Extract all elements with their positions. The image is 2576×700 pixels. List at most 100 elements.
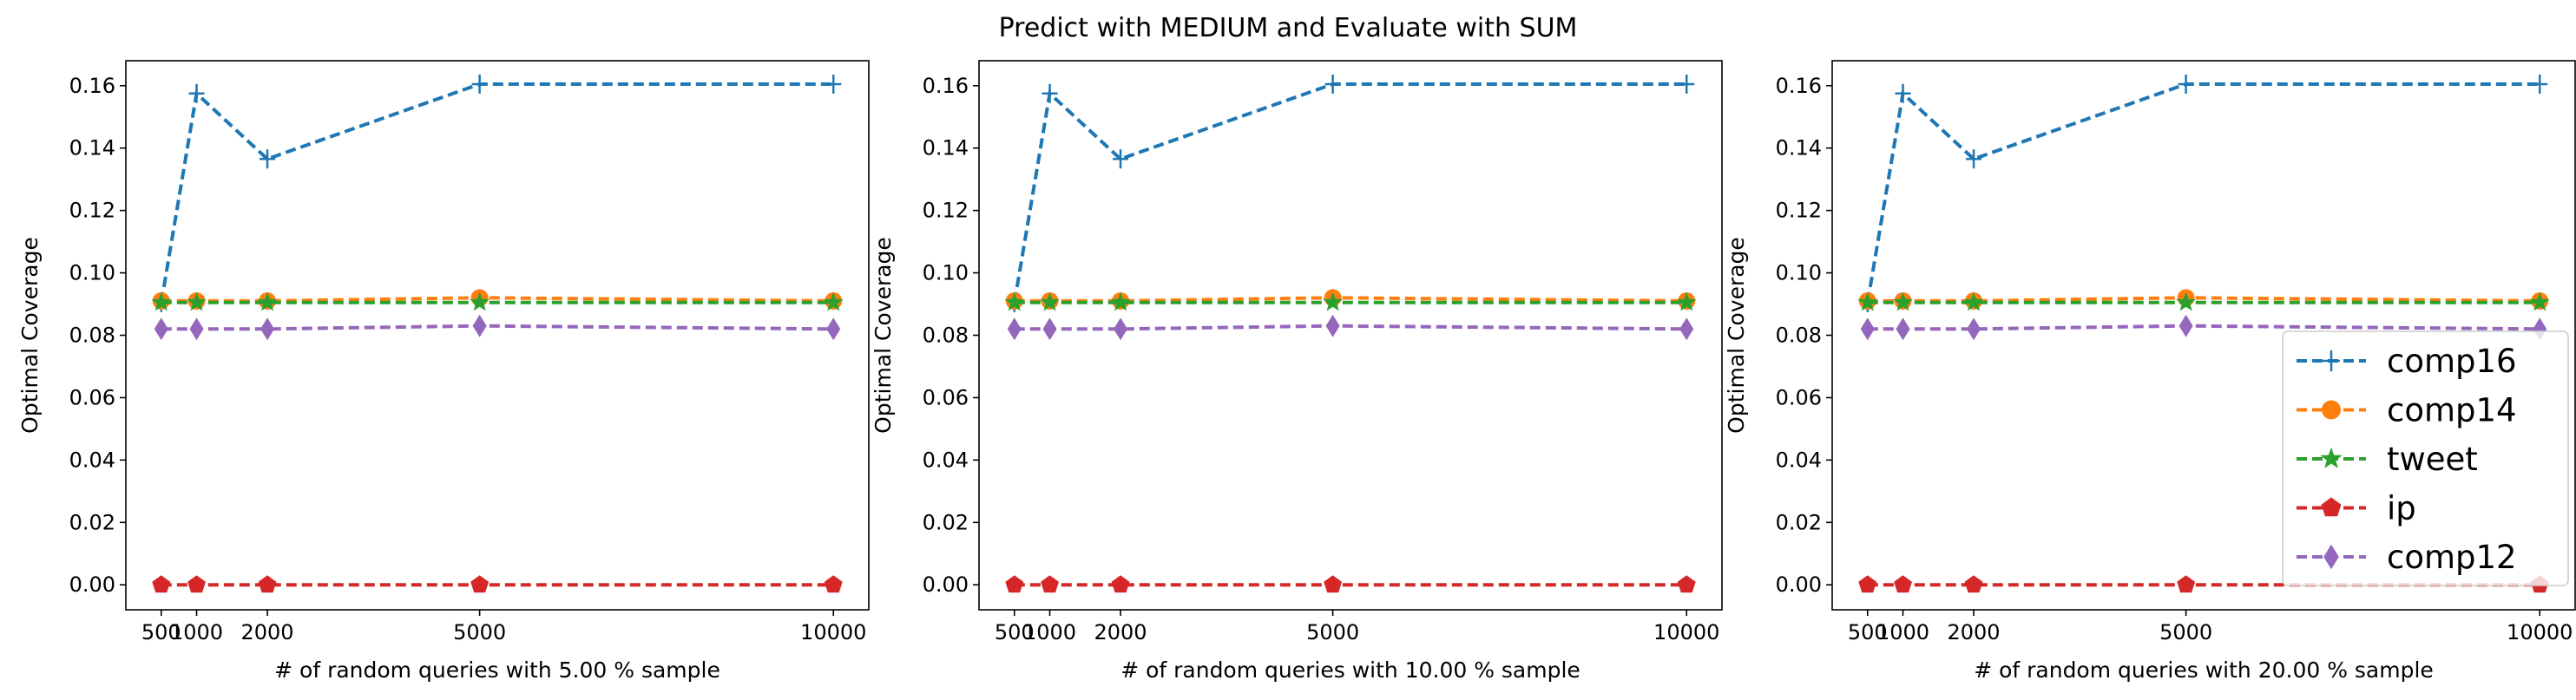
y-tick-label: 0.04 <box>1776 448 1822 472</box>
data-point-tweet <box>151 291 172 311</box>
y-tick-label: 0.08 <box>923 324 969 348</box>
data-point-comp12 <box>1860 317 1875 341</box>
x-tick-label: 1000 <box>170 620 223 644</box>
data-point-comp16 <box>1895 83 1911 103</box>
y-tick-label: 0.16 <box>923 74 969 98</box>
data-point-tweet <box>1004 291 1025 311</box>
legend-label: tweet <box>2387 441 2478 478</box>
data-point-tweet <box>187 291 207 311</box>
plot-frame <box>978 60 1723 611</box>
data-point-comp12 <box>1679 317 1694 341</box>
x-tick-label: 5000 <box>1306 620 1359 644</box>
y-axis-label: Optimal Coverage <box>1724 237 1749 434</box>
data-point-ip <box>258 575 277 593</box>
data-point-tweet <box>470 291 490 311</box>
series-line-comp16 <box>159 82 834 304</box>
data-point-ip <box>824 575 843 593</box>
series-ip <box>1005 575 1696 593</box>
legend-item-comp14: comp14 <box>2297 392 2517 429</box>
data-point-comp12 <box>2178 314 2193 337</box>
series-line-comp12 <box>161 324 834 331</box>
data-point-ip <box>1894 575 1912 593</box>
legend-box <box>2282 330 2569 586</box>
data-point-comp12 <box>1114 317 1128 341</box>
series-tweet <box>151 291 844 311</box>
data-point-comp12 <box>826 317 841 341</box>
data-point-ip <box>152 575 171 593</box>
legend-item-tweet: tweet <box>2297 441 2478 478</box>
series-comp12 <box>154 314 841 341</box>
x-tick-label: 2000 <box>241 620 294 644</box>
data-point-comp16 <box>1679 74 1695 94</box>
y-tick-label: 0.00 <box>923 572 969 597</box>
x-tick-label: 10000 <box>1653 620 1719 644</box>
data-point-ip <box>2177 575 2196 593</box>
x-axis-label: # of random queries with 5.00 % sample <box>274 657 720 683</box>
data-point-comp16 <box>260 149 276 169</box>
x-axis-label: # of random queries with 10.00 % sample <box>1120 657 1580 683</box>
series-tweet <box>1004 291 1697 311</box>
data-point-comp12 <box>1007 317 1022 341</box>
y-tick-label: 0.14 <box>1776 136 1822 160</box>
legend-item-comp12: comp12 <box>2297 539 2517 576</box>
data-point-tweet <box>2529 291 2550 311</box>
series-line-comp16 <box>1865 82 2540 304</box>
x-tick-label: 10000 <box>2507 620 2573 644</box>
data-point-comp16 <box>1966 149 1982 169</box>
x-tick-label: 500 <box>995 620 1035 644</box>
data-point-ip <box>1111 575 1130 593</box>
data-point-comp12 <box>1967 317 1981 341</box>
data-point-tweet <box>1676 291 1697 311</box>
data-point-tweet <box>1040 291 1060 311</box>
series-comp16 <box>1859 74 2548 312</box>
y-tick-label: 0.02 <box>1776 510 1822 534</box>
legend-label: ip <box>2387 490 2416 527</box>
x-tick-label: 5000 <box>2159 620 2212 644</box>
data-point-tweet <box>257 291 278 311</box>
series-line-comp12 <box>1014 324 1687 331</box>
legend-item-comp16: comp16 <box>2297 343 2517 380</box>
plot-frame <box>1831 60 2576 611</box>
data-point-comp16 <box>2178 74 2194 94</box>
y-tick-label: 0.10 <box>1776 261 1822 285</box>
data-point-tweet <box>1323 291 1343 311</box>
legend-marker <box>2320 447 2343 468</box>
y-tick-label: 0.16 <box>69 74 115 98</box>
x-tick-label: 5000 <box>453 620 506 644</box>
legend-marker <box>2323 350 2340 372</box>
data-point-ip <box>1005 575 1024 593</box>
y-axis-label: Optimal Coverage <box>871 237 896 434</box>
y-tick-label: 0.14 <box>923 136 969 160</box>
y-tick-label: 0.14 <box>69 136 115 160</box>
y-tick-label: 0.06 <box>69 385 115 409</box>
series-comp14 <box>1005 289 1696 310</box>
y-tick-label: 0.08 <box>69 324 115 348</box>
legend-marker <box>2323 544 2339 570</box>
series-line-comp12 <box>1867 324 2540 331</box>
y-tick-label: 0.12 <box>1776 199 1822 223</box>
y-tick-label: 0.04 <box>923 448 969 472</box>
figure-title: Predict with MEDIUM and Evaluate with SU… <box>999 13 1578 43</box>
y-tick-label: 0.02 <box>923 510 969 534</box>
legend-label: comp12 <box>2387 539 2517 576</box>
series-comp14 <box>1858 289 2549 310</box>
data-point-tweet <box>1110 291 1131 311</box>
x-tick-label: 2000 <box>1948 620 2001 644</box>
series-comp14 <box>152 289 843 310</box>
x-axis-label: # of random queries with 20.00 % sample <box>1974 657 2434 683</box>
data-point-ip <box>1324 575 1343 593</box>
data-point-comp16 <box>1324 74 1341 94</box>
x-tick-label: 500 <box>141 620 181 644</box>
y-tick-label: 0.04 <box>69 448 115 472</box>
y-tick-label: 0.16 <box>1776 74 1822 98</box>
legend-item-ip: ip <box>2297 490 2416 527</box>
series-ip <box>152 575 843 593</box>
y-tick-label: 0.06 <box>1776 385 1822 409</box>
x-tick-label: 10000 <box>800 620 866 644</box>
data-point-comp16 <box>825 74 842 94</box>
series-line-comp16 <box>1012 82 1687 304</box>
data-point-ip <box>187 575 206 593</box>
data-point-tweet <box>1893 291 1913 311</box>
subplot-2: 0.000.020.040.060.080.100.120.140.165001… <box>871 60 1723 683</box>
